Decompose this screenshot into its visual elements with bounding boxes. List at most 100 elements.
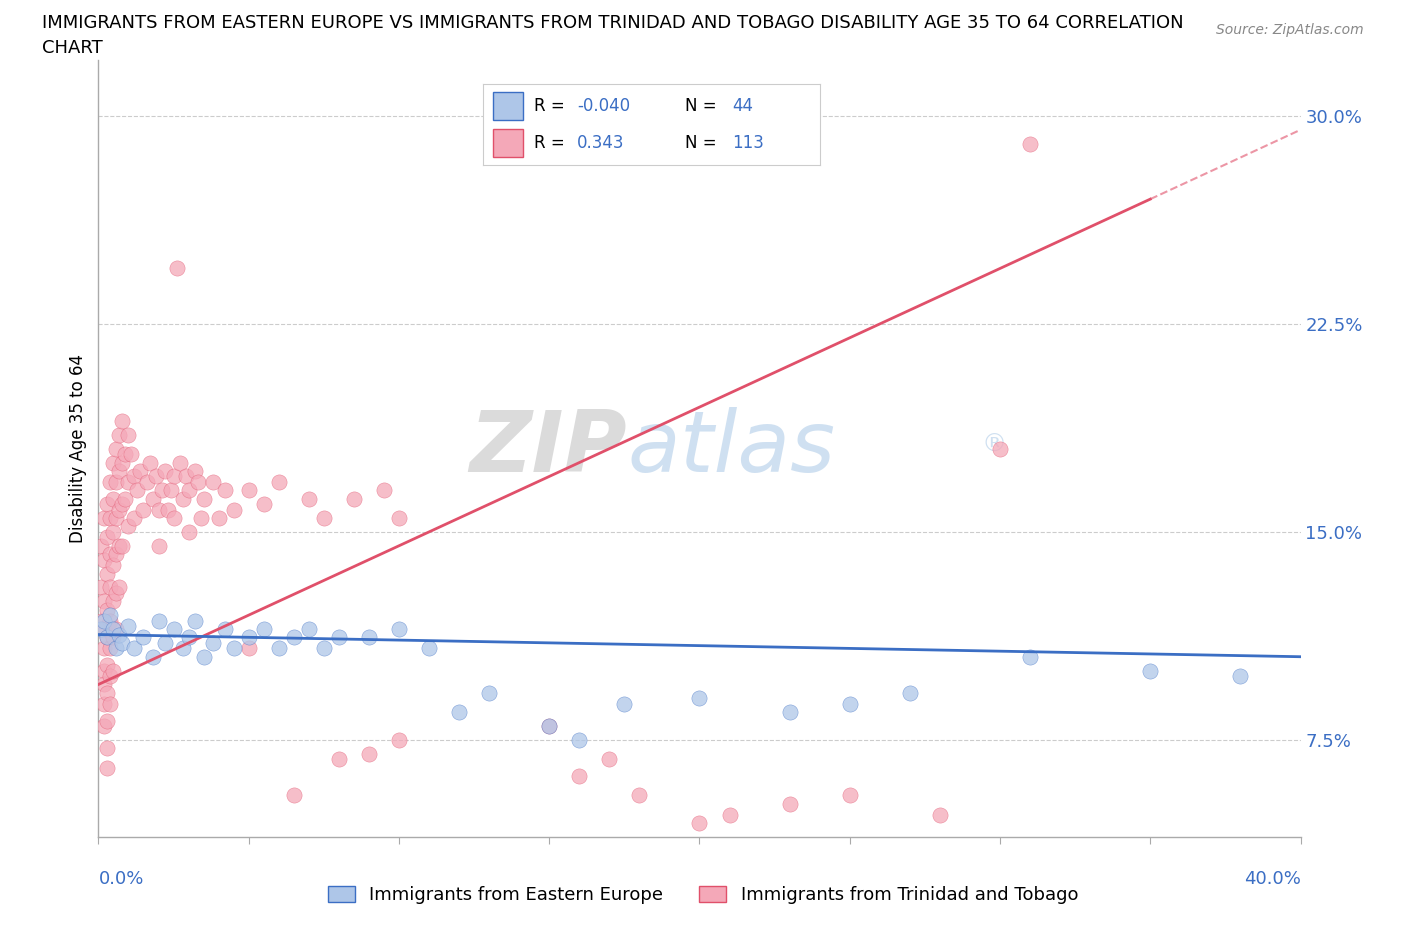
Point bbox=[138, 455, 160, 470]
Point bbox=[1229, 669, 1251, 684]
Point bbox=[418, 641, 440, 656]
Point bbox=[100, 613, 122, 628]
Point bbox=[96, 530, 118, 545]
Point bbox=[373, 483, 395, 498]
Point bbox=[108, 580, 131, 595]
Y-axis label: Disability Age 35 to 64: Disability Age 35 to 64 bbox=[69, 354, 87, 543]
Point bbox=[117, 428, 139, 443]
Point bbox=[238, 483, 260, 498]
Point bbox=[145, 469, 167, 484]
Point bbox=[177, 630, 200, 644]
Point bbox=[96, 713, 118, 728]
Point bbox=[568, 768, 591, 783]
Point bbox=[96, 602, 118, 617]
Point bbox=[298, 491, 321, 506]
Point bbox=[201, 635, 224, 650]
Point bbox=[357, 747, 380, 762]
Point bbox=[93, 621, 115, 636]
Point bbox=[103, 455, 125, 470]
Point bbox=[253, 497, 276, 512]
Point bbox=[103, 594, 125, 609]
Legend: Immigrants from Eastern Europe, Immigrants from Trinidad and Tobago: Immigrants from Eastern Europe, Immigran… bbox=[321, 879, 1085, 911]
Point bbox=[153, 463, 176, 478]
Point bbox=[357, 630, 380, 644]
Point bbox=[478, 685, 501, 700]
Point bbox=[190, 511, 212, 525]
Point bbox=[613, 697, 636, 711]
Point bbox=[90, 613, 112, 628]
Point bbox=[108, 627, 131, 642]
Point bbox=[96, 741, 118, 756]
Point bbox=[100, 474, 122, 489]
Point bbox=[100, 607, 122, 622]
Point bbox=[177, 525, 200, 539]
Point bbox=[105, 621, 128, 636]
Point bbox=[718, 807, 741, 822]
Point bbox=[132, 630, 155, 644]
Point bbox=[103, 663, 125, 678]
Point bbox=[779, 796, 801, 811]
Point bbox=[121, 446, 143, 461]
Point bbox=[538, 719, 561, 734]
Point bbox=[103, 491, 125, 506]
Point bbox=[100, 641, 122, 656]
Point bbox=[169, 455, 191, 470]
Point bbox=[328, 751, 350, 766]
Point bbox=[111, 635, 134, 650]
Point bbox=[132, 502, 155, 517]
Point bbox=[214, 483, 236, 498]
Point bbox=[114, 446, 136, 461]
Point bbox=[93, 641, 115, 656]
Point bbox=[124, 641, 146, 656]
Point bbox=[93, 663, 115, 678]
Point bbox=[538, 719, 561, 734]
Point bbox=[148, 538, 170, 553]
Point bbox=[177, 483, 200, 498]
Text: atlas: atlas bbox=[627, 407, 835, 490]
Point bbox=[96, 630, 118, 644]
Point bbox=[779, 705, 801, 720]
Point bbox=[312, 511, 335, 525]
Point bbox=[103, 525, 125, 539]
Point bbox=[388, 511, 411, 525]
Point bbox=[129, 463, 152, 478]
Point bbox=[124, 469, 146, 484]
Point bbox=[214, 621, 236, 636]
Point bbox=[148, 613, 170, 628]
Point bbox=[148, 502, 170, 517]
Point bbox=[103, 621, 125, 636]
Point bbox=[108, 538, 131, 553]
Point bbox=[114, 491, 136, 506]
Point bbox=[838, 788, 860, 803]
Point bbox=[93, 613, 115, 628]
Point bbox=[111, 538, 134, 553]
Point bbox=[267, 641, 290, 656]
Point bbox=[162, 469, 184, 484]
Point bbox=[111, 414, 134, 429]
Text: 40.0%: 40.0% bbox=[1244, 870, 1301, 888]
Point bbox=[111, 455, 134, 470]
Point bbox=[100, 697, 122, 711]
Point bbox=[298, 621, 321, 636]
Point bbox=[238, 641, 260, 656]
Point bbox=[108, 428, 131, 443]
Point bbox=[117, 474, 139, 489]
Point bbox=[688, 816, 710, 830]
Point bbox=[105, 442, 128, 457]
Text: CHART: CHART bbox=[42, 39, 103, 57]
Point bbox=[222, 641, 245, 656]
Point bbox=[166, 261, 188, 276]
Point bbox=[96, 630, 118, 644]
Point bbox=[141, 649, 163, 664]
Point bbox=[628, 788, 651, 803]
Point bbox=[117, 618, 139, 633]
Point bbox=[183, 613, 205, 628]
Text: Source: ZipAtlas.com: Source: ZipAtlas.com bbox=[1216, 23, 1364, 37]
Point bbox=[124, 511, 146, 525]
Point bbox=[1139, 663, 1161, 678]
Point bbox=[153, 635, 176, 650]
Point bbox=[201, 474, 224, 489]
Point bbox=[117, 519, 139, 534]
Text: 0.0%: 0.0% bbox=[98, 870, 143, 888]
Point bbox=[93, 594, 115, 609]
